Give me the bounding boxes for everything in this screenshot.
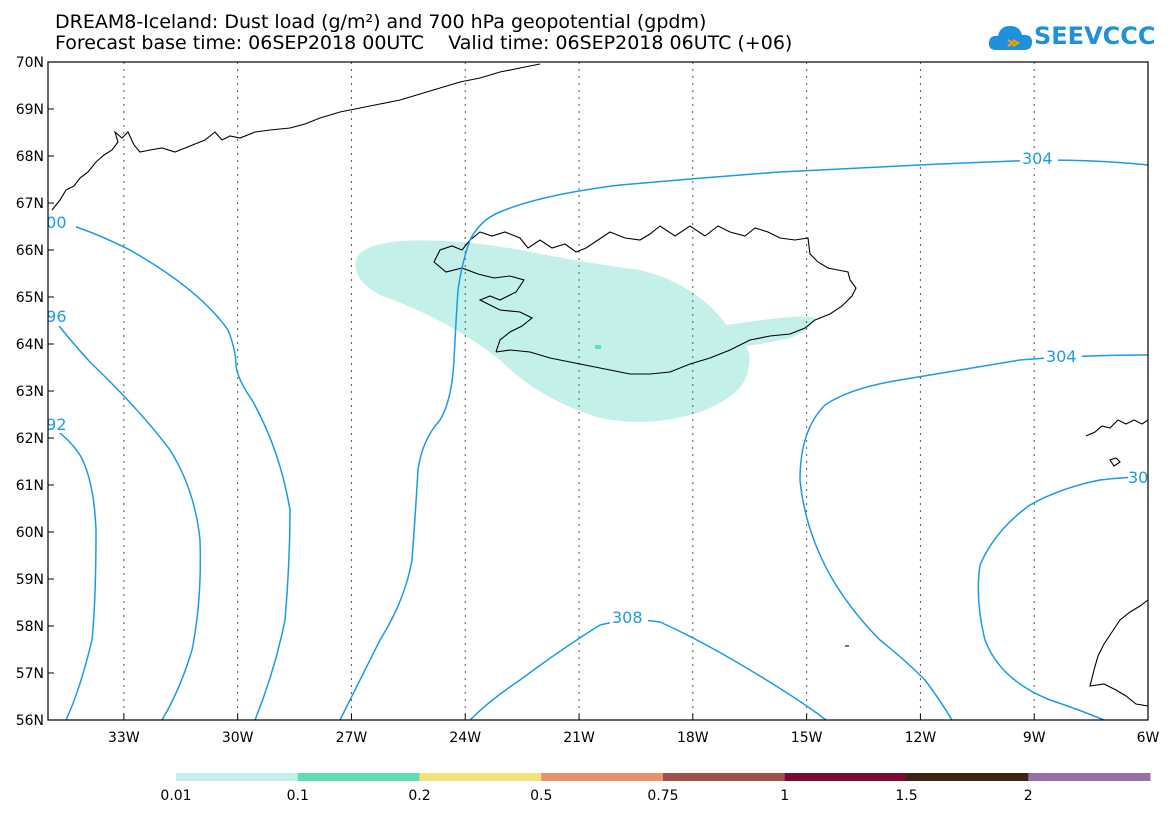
contour-300-east (977, 476, 1148, 720)
contour-292 (55, 429, 97, 720)
lat-label-57N: 57N (16, 666, 44, 682)
legend-swatch (784, 773, 907, 781)
lat-label-58N: 58N (16, 619, 44, 635)
lat-label-62N: 62N (16, 431, 44, 447)
contour-label-308: 308 (612, 608, 643, 627)
dust-load-area-east (700, 316, 815, 348)
legend-label: 1.5 (895, 788, 917, 804)
faroe-islands (1109, 457, 1121, 467)
lat-label-66N: 66N (16, 243, 44, 259)
lat-label-64N: 64N (16, 337, 44, 353)
lat-label-61N: 61N (16, 478, 44, 494)
legend-swatch (906, 773, 1029, 781)
legend-label: 2 (1024, 788, 1033, 804)
contour-label-292: 292 (36, 415, 67, 434)
lat-label-63N: 63N (16, 384, 44, 400)
legend-label: 0.75 (647, 788, 678, 804)
dust-load-spot (595, 345, 601, 349)
lon-label-21W: 21W (563, 730, 595, 746)
lat-label-67N: 67N (16, 196, 44, 212)
legend-swatch (419, 773, 542, 781)
logo-text: SEEVCCC (1034, 22, 1156, 50)
lon-label-15W: 15W (791, 730, 823, 746)
contour-304-south (799, 354, 1148, 720)
longitude-axis: 33W 30W 27W 24W 21W 18W 15W 12W 9W 6W (108, 714, 1160, 746)
contour-label-300-west: 300 (36, 213, 67, 232)
lat-label-60N: 60N (16, 525, 44, 541)
lat-label-59N: 59N (16, 572, 44, 588)
contour-label-304-north: 304 (1022, 149, 1053, 168)
legend-label: 0.5 (530, 788, 552, 804)
seevccc-logo: SEEVCCC (988, 16, 1156, 56)
contour-308 (469, 619, 827, 720)
lat-label-69N: 69N (16, 102, 44, 118)
lon-label-6W: 6W (1137, 730, 1160, 746)
lat-label-70N: 70N (16, 55, 44, 71)
lon-label-12W: 12W (905, 730, 937, 746)
greenland-coast (51, 63, 541, 211)
lon-label-24W: 24W (449, 730, 481, 746)
legend-swatch (297, 773, 420, 781)
iceland-coast (433, 225, 857, 375)
dust-load-area (355, 240, 750, 422)
lat-label-56N: 56N (16, 713, 44, 729)
contour-label-296: 296 (36, 307, 67, 326)
legend-swatch (1028, 773, 1151, 781)
legend-label: 1 (780, 788, 789, 804)
scotland-coast (1089, 599, 1148, 707)
map-title: DREAM8-Iceland: Dust load (g/m²) and 700… (55, 11, 707, 33)
legend-label: 0.2 (408, 788, 430, 804)
legend-label: 0.01 (160, 788, 191, 804)
contour-300-west (59, 221, 291, 720)
coastlines (51, 63, 1148, 707)
cloud-icon (988, 26, 1032, 50)
color-legend: 0.01 0.1 0.2 0.5 0.75 1 1.5 2 (160, 773, 1151, 804)
contour-label-300-east: 300 (1128, 468, 1159, 487)
map-grid (123, 62, 1035, 720)
legend-swatch (176, 773, 299, 781)
latitude-axis: 70N 69N 68N 67N 66N 65N 64N 63N 62N 61N 60N 59N 58N 5… (16, 55, 54, 729)
contour-296 (55, 321, 202, 720)
legend-swatch (663, 773, 786, 781)
contour-label-304-south: 304 (1046, 347, 1077, 366)
geopotential-contours (55, 159, 1148, 720)
lon-label-18W: 18W (677, 730, 709, 746)
scotland-coast-north (1085, 419, 1148, 437)
lat-label-65N: 65N (16, 290, 44, 306)
lon-label-9W: 9W (1023, 730, 1046, 746)
forecast-time-line: Forecast base time: 06SEP2018 00UTC Vali… (55, 32, 793, 54)
lat-label-68N: 68N (16, 149, 44, 165)
lon-label-33W: 33W (108, 730, 140, 746)
lon-label-30W: 30W (222, 730, 254, 746)
contour-304-north (339, 159, 1148, 720)
legend-swatch (541, 773, 664, 781)
legend-label: 0.1 (287, 788, 309, 804)
lon-label-27W: 27W (336, 730, 368, 746)
